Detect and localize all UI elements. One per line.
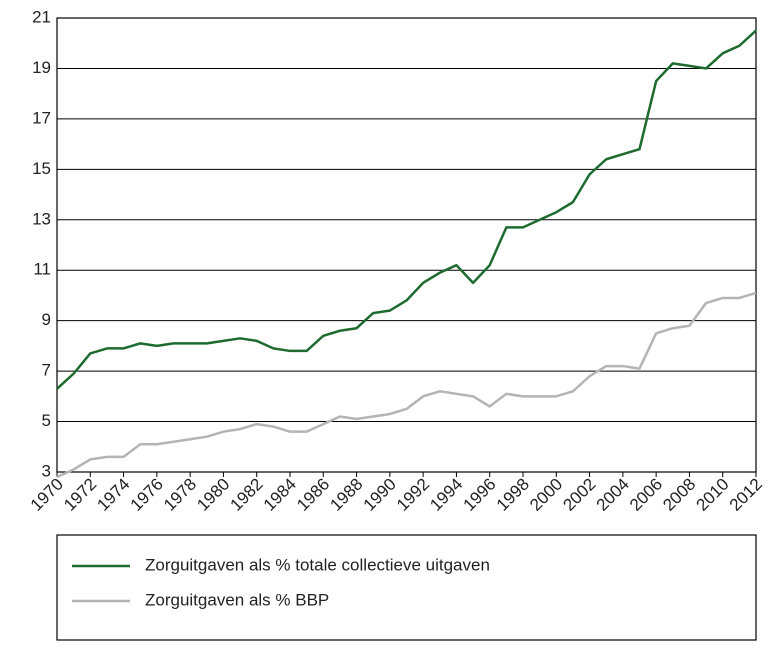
y-tick-label: 7 <box>42 361 51 380</box>
x-tick-label: 2010 <box>693 475 733 515</box>
x-tick-label: 1984 <box>260 475 300 515</box>
y-tick-label: 5 <box>42 411 51 430</box>
x-tick-label: 1998 <box>493 475 533 515</box>
x-tick-label: 1986 <box>293 475 333 515</box>
y-tick-label: 19 <box>32 58 51 77</box>
x-tick-label: 2008 <box>659 475 699 515</box>
y-tick-label: 3 <box>42 461 51 480</box>
y-tick-label: 9 <box>42 310 51 329</box>
x-tick-label: 1972 <box>60 475 100 515</box>
plot-frame <box>56 17 757 473</box>
series-line <box>56 291 757 479</box>
x-tick-label: 1990 <box>360 475 400 515</box>
y-tick-label: 13 <box>32 209 51 228</box>
legend-box <box>56 534 757 641</box>
x-tick-label: 2006 <box>626 475 666 515</box>
x-tick-label: 1994 <box>426 475 466 515</box>
y-tick-label: 15 <box>32 159 51 178</box>
x-tick-label: 1992 <box>393 475 433 515</box>
x-tick-label: 1982 <box>227 475 267 515</box>
x-tick-label: 1978 <box>160 475 200 515</box>
x-tick-label: 1976 <box>127 475 167 515</box>
y-tick-label: 17 <box>32 108 51 127</box>
series-line <box>56 29 757 390</box>
legend-label: Zorguitgaven als % totale collectieve ui… <box>145 555 490 574</box>
y-tick-label: 21 <box>32 7 51 26</box>
x-tick-label: 1970 <box>27 475 67 515</box>
x-tick-label: 2004 <box>593 475 633 515</box>
x-tick-label: 1988 <box>326 475 366 515</box>
y-tick-label: 11 <box>33 260 51 279</box>
x-tick-label: 2012 <box>726 475 766 515</box>
x-tick-label: 1996 <box>460 475 500 515</box>
x-tick-label: 1974 <box>93 475 133 515</box>
legend-label: Zorguitgaven als % BBP <box>145 590 329 609</box>
x-tick-label: 1980 <box>193 475 233 515</box>
x-tick-label: 2002 <box>559 475 599 515</box>
x-tick-label: 2000 <box>526 475 566 515</box>
